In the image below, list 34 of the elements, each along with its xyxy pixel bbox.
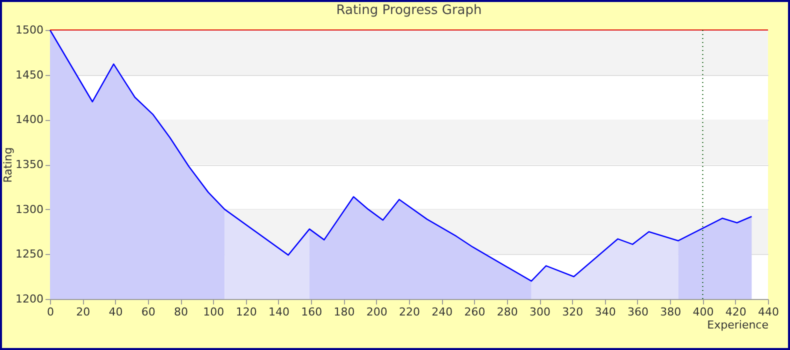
x-tick-label: 20 bbox=[76, 306, 90, 318]
x-tick-label: 200 bbox=[366, 306, 388, 318]
y-tick-label: 1450 bbox=[16, 68, 44, 82]
x-tick-label: 420 bbox=[725, 306, 746, 318]
x-tick-label: 440 bbox=[758, 306, 779, 318]
x-tick-label: 360 bbox=[627, 306, 648, 318]
y-tick-label: 1500 bbox=[16, 24, 44, 36]
x-tick-label: 380 bbox=[660, 306, 682, 318]
x-tick-label: 140 bbox=[268, 306, 290, 318]
x-tick-label: 300 bbox=[530, 306, 551, 318]
x-tick-label: 40 bbox=[108, 306, 123, 318]
x-tick-label: 80 bbox=[174, 306, 188, 318]
x-tick-label: 120 bbox=[236, 306, 257, 318]
chart-title: Rating Progress Graph bbox=[336, 3, 482, 18]
x-tick-label: 320 bbox=[562, 306, 584, 318]
x-axis-title: Experience bbox=[707, 318, 769, 332]
y-tick-label: 1250 bbox=[16, 248, 44, 261]
x-tick-label: 220 bbox=[399, 306, 420, 318]
line-series bbox=[49, 29, 752, 282]
x-tick-label: 160 bbox=[301, 306, 322, 318]
x-tick-label: 340 bbox=[594, 306, 616, 318]
y-tick-label: 1300 bbox=[16, 202, 44, 216]
y-tick-label: 1350 bbox=[16, 158, 44, 171]
x-tick-label: 260 bbox=[464, 306, 486, 318]
x-tick-label: 400 bbox=[692, 306, 714, 318]
y-axis-title: Rating bbox=[2, 147, 15, 183]
x-tick-label: 240 bbox=[432, 306, 453, 318]
x-tick-label: 280 bbox=[496, 306, 518, 318]
x-tick-label: 100 bbox=[203, 306, 224, 318]
y-tick-label: 1400 bbox=[16, 113, 44, 126]
y-tick-label: 1200 bbox=[16, 292, 44, 306]
x-tick-label: 60 bbox=[141, 306, 156, 318]
x-tick-label: 0 bbox=[47, 306, 54, 318]
x-tick-label: 180 bbox=[334, 306, 355, 318]
